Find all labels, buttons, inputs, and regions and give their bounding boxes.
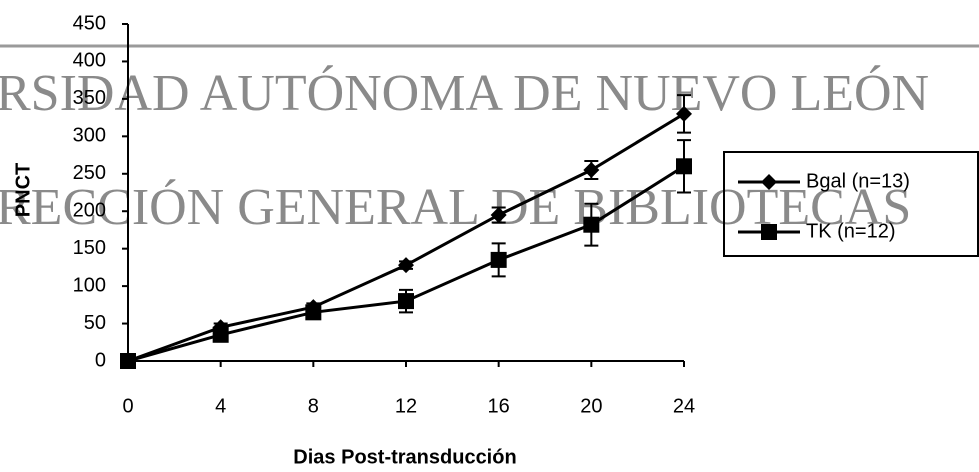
marker xyxy=(490,251,507,268)
marker xyxy=(120,353,136,369)
x-tick-label: 12 xyxy=(395,395,417,417)
marker xyxy=(676,105,692,122)
marker xyxy=(305,304,322,321)
x-tick-label: 8 xyxy=(308,395,319,417)
x-tick-label: 20 xyxy=(580,395,602,417)
marker xyxy=(212,326,229,343)
y-tick-label: 100 xyxy=(73,274,106,296)
y-axis-label: PNCT xyxy=(12,163,34,217)
marker xyxy=(583,216,600,233)
y-tick-label: 300 xyxy=(73,125,106,147)
x-tick-label: 4 xyxy=(215,395,226,417)
marker xyxy=(398,293,414,310)
marker xyxy=(398,257,414,274)
legend-marker xyxy=(761,174,777,190)
watermark: RSIDAD AUTÓNOMA DE NUEVO LEÓN xyxy=(0,64,929,122)
y-tick-label: 200 xyxy=(73,200,106,222)
y-tick-label: 250 xyxy=(73,162,106,184)
marker xyxy=(490,206,507,223)
legend-label: Bgal (n=13) xyxy=(806,170,910,192)
x-tick-label: 24 xyxy=(673,395,695,417)
x-axis-label: Dias Post-transducción xyxy=(293,446,516,468)
legend-box xyxy=(723,151,979,257)
x-tick-label: 0 xyxy=(122,395,133,417)
y-tick-label: 400 xyxy=(73,50,106,72)
marker xyxy=(676,158,692,175)
x-tick-label: 16 xyxy=(488,395,510,417)
legend-marker xyxy=(761,224,777,240)
marker xyxy=(583,162,600,179)
legend-label: TK (n=12) xyxy=(806,220,895,242)
series-line xyxy=(127,112,685,363)
y-tick-label: 0 xyxy=(95,349,106,371)
y-tick-label: 350 xyxy=(73,87,106,109)
y-tick-label: 150 xyxy=(73,237,106,259)
y-tick-label: 50 xyxy=(84,312,106,334)
y-tick-label: 450 xyxy=(73,12,106,34)
watermark: RECCIÓN GENERAL DE BIBLIOTECAS xyxy=(0,178,911,236)
